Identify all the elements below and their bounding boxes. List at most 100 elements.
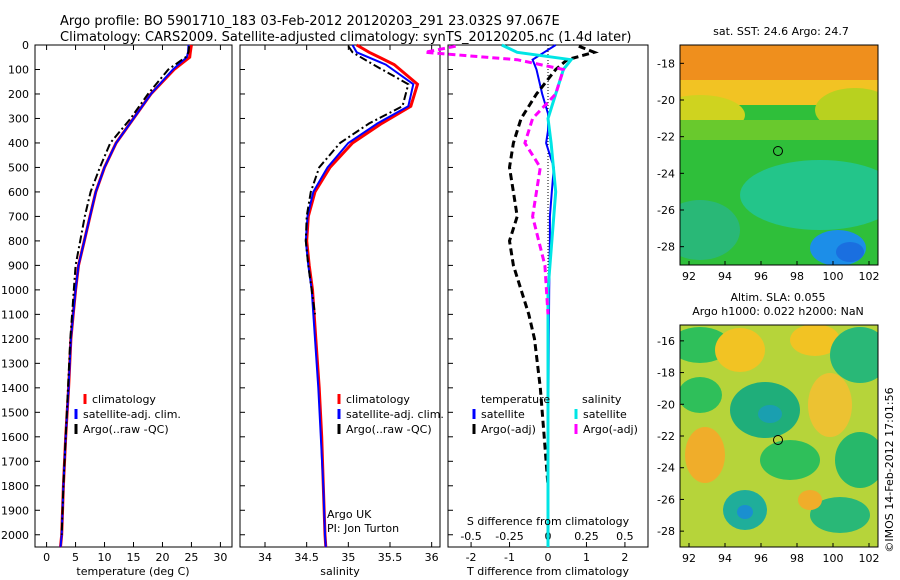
salinity-legend: climatology satellite-adj. clim. Argo(..… <box>337 393 444 436</box>
y-tick-label: 1100 <box>1 308 29 321</box>
y-tick-label: 0 <box>22 39 29 52</box>
salinity-tick-label: 0.25 <box>574 530 599 543</box>
y-tick-label: 700 <box>8 210 29 223</box>
temp-legend-satellite: satellite-adj. clim. <box>83 408 181 421</box>
map-x-tick-label: 102 <box>859 552 880 565</box>
salinity-xlabel: salinity <box>320 565 360 578</box>
x-tick-label: 20 <box>155 551 169 564</box>
x-tick-label: 35.5 <box>378 551 403 564</box>
map-x-tick-label: 94 <box>718 552 732 565</box>
temp-legend-argo: Argo(..raw -QC) <box>83 423 169 436</box>
sst-argo-location-marker <box>773 146 783 156</box>
salinity-tick-label: -0.25 <box>495 530 523 543</box>
series-line-argo-raw-qc- <box>60 46 191 535</box>
series-line-satellite-adj-clim- <box>59 44 190 548</box>
y-tick-label: 100 <box>8 63 29 76</box>
y-tick-label: 300 <box>8 112 29 125</box>
y-tick-label: 1400 <box>1 382 29 395</box>
series-line-climatology <box>59 44 193 548</box>
map-y-tick-label: -26 <box>657 204 675 217</box>
y-tick-label: 1500 <box>1 406 29 419</box>
y-tick-label: 200 <box>8 88 29 101</box>
map-y-tick-label: -24 <box>657 167 675 180</box>
map-y-tick-label: -22 <box>657 131 675 144</box>
map-x-tick-label: 100 <box>823 270 844 283</box>
map-x-tick-label: 98 <box>790 270 804 283</box>
map-y-tick-label: -22 <box>657 430 675 443</box>
diff-xlabel: T difference from climatology <box>466 565 629 578</box>
x-tick-label: 35 <box>341 551 355 564</box>
series-line-temperature-satellite <box>531 44 557 547</box>
map-x-tick-label: 100 <box>823 552 844 565</box>
sst-map: sat. SST: 24.6 Argo: 24.7 92 94 96 98 100 102… <box>657 25 880 283</box>
series-line-salinity-argo-adj- <box>424 44 566 315</box>
salinity-tick-label: -0.5 <box>460 530 481 543</box>
pi-label: PI: Jon Turton <box>327 522 399 535</box>
diff-legend-salt-sat: satellite <box>583 408 627 421</box>
map-x-tick-label: 92 <box>682 270 696 283</box>
sla-argo-location-marker <box>773 435 783 445</box>
x-tick-label: -1 <box>504 551 515 564</box>
x-tick-label: 34.5 <box>294 551 319 564</box>
argo-uk-label: Argo UK <box>327 508 372 521</box>
temp-legend-climatology: climatology <box>92 393 156 406</box>
y-tick-label: 1900 <box>1 504 29 517</box>
y-tick-label: 800 <box>8 235 29 248</box>
salinity-panel: 34 34.5 35 35.5 36 salinity climatology sate… <box>239 43 444 578</box>
y-tick-label: 2000 <box>1 529 29 542</box>
title-line-2: Climatology: CARS2009. Satellite-adjuste… <box>60 30 632 45</box>
x-tick-label: 30 <box>213 551 227 564</box>
y-tick-label: 500 <box>8 161 29 174</box>
diff-legend-title-salt: salinity <box>582 393 622 406</box>
series-line-temperature-argo-adj- <box>507 44 599 535</box>
x-tick-label: 36 <box>425 551 439 564</box>
series-line-satellite-adj-clim- <box>304 44 415 548</box>
x-tick-label: 15 <box>127 551 141 564</box>
y-tick-label: 1600 <box>1 431 29 444</box>
series-line-argo-raw-qc- <box>304 45 410 315</box>
map-y-tick-label: -26 <box>657 493 675 506</box>
salt-legend-climatology: climatology <box>346 393 410 406</box>
x-tick-label: 0 <box>545 551 552 564</box>
x-tick-label: 10 <box>98 551 112 564</box>
temperature-xlabel: temperature (deg C) <box>76 565 189 578</box>
y-tick-label: 1300 <box>1 357 29 370</box>
map-x-tick-label: 96 <box>754 270 768 283</box>
map-x-tick-label: 96 <box>754 552 768 565</box>
map-y-tick-label: -20 <box>657 398 675 411</box>
temperature-legend: climatology satellite-adj. clim. Argo(..… <box>74 393 181 436</box>
map-x-tick-label: 102 <box>859 270 880 283</box>
y-tick-label: 600 <box>8 186 29 199</box>
y-tick-label: 1700 <box>1 455 29 468</box>
title-line-1: Argo profile: BO 5901710_183 03-Feb-2012… <box>60 14 560 29</box>
difference-panel: -2 -1 0 1 2-0.5 -0.25 0 0.25 0.5 S difference fr… <box>424 43 649 578</box>
difference-legend: temperature salinity satellite Argo(-adj… <box>472 393 638 436</box>
diff-legend-temp-argo: Argo(-adj) <box>481 423 536 436</box>
sst-map-field <box>680 45 878 265</box>
y-tick-label: 1000 <box>1 284 29 297</box>
salt-legend-argo: Argo(..raw -QC) <box>346 423 432 436</box>
x-tick-label: 2 <box>621 551 628 564</box>
diff-legend-salt-argo: Argo(-adj) <box>583 423 638 436</box>
diff-xlabel-top: S difference from climatology <box>467 515 630 528</box>
map-x-tick-label: 94 <box>718 270 732 283</box>
temperature-panel: 0 5 10 15 20 25 300100200300400500600700800900… <box>1 39 233 578</box>
y-tick-label: 1200 <box>1 333 29 346</box>
sla-map-title-1: Altim. SLA: 0.055 <box>730 291 825 304</box>
diff-legend-title-temp: temperature <box>481 393 550 406</box>
x-tick-label: 25 <box>184 551 198 564</box>
salinity-tick-label: 0.5 <box>616 530 634 543</box>
map-y-tick-label: -28 <box>657 241 675 254</box>
map-y-tick-label: -24 <box>657 462 675 475</box>
sst-map-title: sat. SST: 24.6 Argo: 24.7 <box>713 25 849 38</box>
map-y-tick-label: -18 <box>657 367 675 380</box>
y-tick-label: 900 <box>8 259 29 272</box>
salt-legend-satellite: satellite-adj. clim. <box>346 408 444 421</box>
x-tick-label: 5 <box>72 551 79 564</box>
x-tick-label: 1 <box>583 551 590 564</box>
sla-map: Altim. SLA: 0.055 Argo h1000: 0.022 h200… <box>657 291 880 565</box>
map-x-tick-label: 92 <box>682 552 696 565</box>
x-tick-label: 0 <box>43 551 50 564</box>
map-y-tick-label: -28 <box>657 525 675 538</box>
